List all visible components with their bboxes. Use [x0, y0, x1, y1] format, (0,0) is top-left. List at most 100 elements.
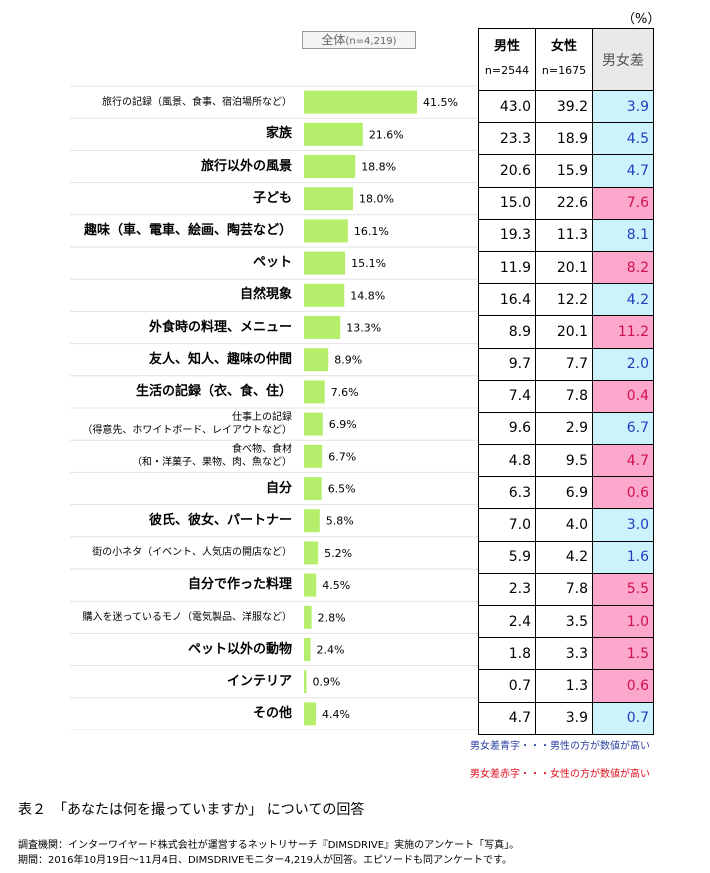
table-row: 6.3 6.9 0.6 [478, 476, 654, 510]
bar-value-label: 13.3% [346, 322, 381, 335]
category-label-line: 友人、知人、趣味の仲間 [148, 351, 292, 367]
category-label-line: 家族 [265, 126, 292, 142]
diff-value: 1.0 [592, 604, 654, 639]
diff-value: 0.6 [592, 476, 654, 510]
female-header-n: n=1675 [541, 64, 587, 77]
diff-value: 5.5 [592, 572, 654, 607]
table-row: 9.6 2.9 6.7 [478, 411, 654, 446]
female-header: 女性 n=1675 [535, 28, 593, 91]
category-label-line: 購入を迷っているモノ（電気製品、洋服など） [82, 611, 293, 623]
table-header-row: 男性 n=2544 女性 n=1675 男女差 [478, 28, 654, 91]
overall-series-label: 全体(n=4,219) [302, 31, 416, 49]
category-label-line: 街の小ネタ（イベント、人気店の開店など） [92, 547, 292, 559]
female-value: 12.2 [535, 283, 593, 317]
male-value: 4.7 [478, 701, 536, 735]
female-value: 9.5 [535, 444, 593, 478]
bar-value-label: 41.5% [423, 96, 458, 109]
bar [304, 509, 320, 533]
category-label: 街の小ネタ（イベント、人気店の開店など） [92, 546, 292, 559]
male-value: 2.3 [478, 572, 536, 607]
table-row: 7.4 7.8 0.4 [478, 379, 654, 413]
category-label: 自然現象 [240, 287, 292, 303]
male-header-label: 男性 [493, 39, 520, 54]
table-row: 43.0 39.2 3.9 [478, 89, 654, 124]
table-row: 1.8 3.3 1.5 [478, 637, 654, 671]
category-label: 友人、知人、趣味の仲間 [149, 352, 292, 368]
bar [304, 541, 319, 565]
category-label: 旅行以外の風景 [201, 159, 292, 175]
category-label-line: 自然現象 [239, 287, 292, 303]
unit-label: （%） [622, 12, 661, 27]
bar [304, 316, 341, 339]
male-value: 7.0 [478, 508, 536, 542]
bar-value-label: 7.6% [331, 386, 359, 399]
bar-chart: 41.5% 21.6% 18.8% 18.0% 16.1% 15.1% 14.8% 13.3%… [70, 85, 478, 730]
category-label: インテリア [227, 674, 292, 690]
female-value: 7.8 [535, 379, 593, 413]
category-label: 自分 [266, 481, 292, 497]
legend-blue-note: 男女差青字・・・男性の方が数値が高い [470, 741, 650, 752]
survey-period-note: 期間：2016年10月19日～11月4日、DIMSDRIVEモニター4,219人… [18, 855, 512, 866]
category-label-line: インテリア [226, 673, 292, 689]
diff-value: 1.5 [592, 637, 654, 671]
gender-table: 男性 n=2544 女性 n=1675 男女差 43.0 39.2 3.9 23.3 1… [478, 28, 654, 735]
female-value: 4.2 [535, 540, 593, 574]
female-value: 39.2 [535, 89, 593, 124]
category-label: 自分で作った料理 [188, 577, 292, 593]
male-value: 8.9 [478, 315, 536, 349]
category-label-line: ペット [252, 255, 292, 271]
diff-header: 男女差 [592, 28, 654, 91]
category-label: 彼氏、彼女、パートナー [149, 513, 292, 529]
bar [304, 412, 323, 436]
male-value: 2.4 [478, 604, 536, 639]
male-value: 4.8 [478, 444, 536, 478]
diff-value: 11.2 [592, 315, 654, 349]
diff-value: 8.2 [592, 250, 654, 285]
bar [304, 122, 363, 146]
category-label: ペット以外の動物 [188, 642, 292, 658]
female-value: 3.9 [535, 701, 593, 735]
category-label-line: その他 [252, 705, 292, 721]
male-value: 9.7 [478, 347, 536, 381]
bar [304, 638, 311, 661]
male-value: 5.9 [478, 540, 536, 574]
category-label-line: （和・洋菓子、果物、肉、魚など） [132, 457, 292, 469]
category-label: 仕事上の記録 （得意先、ホワイトボード、レイアウトなど） [82, 411, 292, 437]
category-label-line: 食べ物、食材 [232, 444, 292, 456]
female-value: 7.8 [535, 572, 593, 607]
male-value: 20.6 [478, 154, 536, 188]
bar-value-label: 6.7% [328, 450, 356, 463]
category-label-line: 自分で作った料理 [187, 577, 292, 593]
table-row: 9.7 7.7 2.0 [478, 347, 654, 381]
category-label: ペット [253, 255, 292, 271]
category-label: その他 [253, 706, 292, 722]
female-value: 18.9 [535, 122, 593, 156]
category-label: 旅行の記録（風景、食事、宿泊場所など） [102, 96, 292, 109]
diff-value: 0.7 [592, 701, 654, 735]
bar-value-label: 15.1% [351, 257, 386, 270]
bar-value-label: 5.2% [324, 547, 352, 560]
bar-value-label: 16.1% [354, 225, 389, 238]
male-header-n: n=2544 [484, 64, 530, 77]
bar-value-label: 18.8% [361, 161, 396, 174]
legend-red-note: 男女差赤字・・・女性の方が数値が高い [470, 769, 650, 780]
category-label: 趣味（車、電車、絵画、陶芸など） [84, 223, 292, 239]
table-row: 19.3 11.3 8.1 [478, 218, 654, 252]
bar-value-label: 21.6% [369, 128, 404, 141]
overall-label-text: 全体 [321, 33, 346, 47]
bar-value-label: 6.5% [328, 483, 356, 496]
female-value: 22.6 [535, 186, 593, 220]
category-label: 子ども [253, 191, 292, 207]
category-label-line: 趣味（車、電車、絵画、陶芸など） [83, 222, 292, 238]
female-value: 3.5 [535, 604, 593, 639]
table-row: 16.4 12.2 4.2 [478, 283, 654, 317]
diff-value: 4.7 [592, 154, 654, 188]
overall-n-text: (n=4,219) [345, 36, 397, 47]
table-row: 8.9 20.1 11.2 [478, 315, 654, 349]
diff-value: 6.7 [592, 411, 654, 446]
bar [304, 348, 329, 372]
bar-value-label: 14.8% [350, 289, 385, 302]
bar-value-label: 6.9% [329, 418, 357, 431]
table-row: 2.4 3.5 1.0 [478, 604, 654, 639]
female-value: 3.3 [535, 637, 593, 671]
